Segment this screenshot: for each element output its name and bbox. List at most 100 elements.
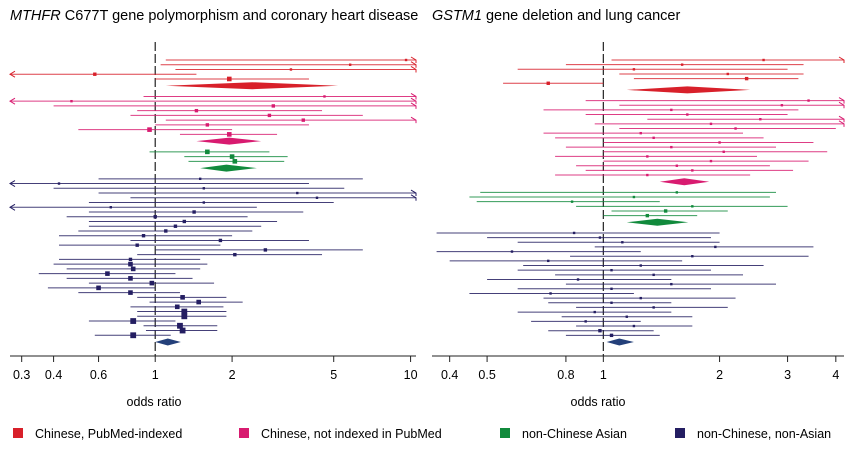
ci-arrow-right (410, 93, 417, 100)
study-point (128, 257, 133, 262)
group-chinese_pubmed (503, 56, 845, 94)
study-point (141, 234, 146, 238)
right-title-gene: GSTM1 (432, 8, 482, 24)
summary-diamond (626, 86, 751, 94)
x-tick-label: 10 (404, 368, 418, 382)
right-panel-title: GSTM1 gene deletion and lung cancer (432, 8, 680, 24)
group-non_chinese_asian (149, 149, 288, 172)
summary-diamond (200, 164, 257, 172)
study-point (296, 191, 299, 195)
study-point (734, 127, 737, 130)
ci-arrow-left (9, 97, 16, 105)
study-point (180, 295, 185, 300)
study-point (147, 127, 152, 132)
study-point (226, 132, 232, 137)
study-point (593, 310, 596, 314)
study-point (652, 306, 655, 309)
study-point (96, 285, 101, 291)
legend-swatch (500, 428, 510, 438)
ci-arrow-right (410, 66, 417, 73)
study-point (714, 245, 717, 249)
study-point (570, 200, 574, 203)
legend-item-chinese_not_pubmed: Chinese, not indexed in PubMed (239, 427, 442, 441)
x-tick-label: 4 (832, 368, 839, 382)
study-point (709, 122, 713, 126)
study-point (57, 182, 61, 185)
study-point (348, 63, 352, 66)
study-point (726, 72, 729, 76)
study-point (598, 328, 602, 333)
summary-diamond (626, 218, 689, 226)
study-point (202, 201, 206, 204)
study-point (205, 123, 210, 127)
study-point (173, 224, 178, 228)
legend-label: non-Chinese Asian (522, 427, 627, 441)
study-point (807, 99, 810, 102)
ci-arrow-right (410, 189, 417, 197)
group-non_chinese_non_asian (436, 231, 814, 346)
ci-arrow-right (410, 116, 417, 124)
x-tick-label: 2 (716, 368, 723, 382)
study-point (546, 81, 550, 85)
group-non_chinese_non_asian (9, 177, 417, 346)
summary-diamond (606, 338, 634, 346)
left-title-rest: C677T gene polymorphism and coronary hea… (61, 8, 419, 24)
left-title-gene: MTHFR (10, 8, 61, 24)
study-point (549, 292, 552, 295)
study-point (164, 229, 168, 233)
study-point (652, 273, 655, 277)
study-point (229, 154, 235, 159)
study-point (722, 150, 725, 153)
study-point (639, 264, 642, 267)
study-point (130, 332, 137, 339)
study-point (646, 155, 649, 158)
study-point (226, 76, 232, 82)
legend-swatch (675, 428, 685, 438)
study-point (323, 95, 326, 98)
study-point (198, 177, 202, 181)
legend-label: Chinese, not indexed in PubMed (261, 427, 442, 441)
study-point (572, 231, 576, 235)
study-point (670, 145, 673, 149)
study-point (598, 236, 602, 239)
ci-arrow-left (9, 180, 16, 187)
study-point (196, 299, 201, 305)
left-x-axis-label: odds ratio (127, 395, 182, 409)
study-point (691, 205, 694, 208)
x-tick-label: 0.6 (90, 368, 107, 382)
right-forest-panel: 0.4 0.5 0.8 1 2 3 4 (432, 42, 845, 382)
legend-swatch (13, 428, 23, 438)
study-point (652, 136, 655, 140)
study-point (609, 333, 614, 338)
study-point (135, 243, 139, 247)
left-forest-panel: 0.3 0.4 0.6 1 2 5 10 (9, 42, 418, 382)
study-point (109, 206, 112, 209)
study-point (670, 282, 673, 286)
left-panel-title: MTHFR C677T gene polymorphism and corona… (10, 8, 418, 24)
x-tick-label: 1 (600, 368, 607, 382)
study-point (271, 104, 275, 108)
study-point (670, 108, 673, 112)
study-point (149, 280, 155, 286)
summary-diamond (196, 137, 262, 145)
summary-diamond (659, 178, 710, 186)
x-tick-label: 0.5 (478, 368, 495, 382)
legend-item-non_chinese_non_asian: non-Chinese, non-Asian (675, 427, 831, 441)
study-point (181, 313, 188, 320)
study-point (646, 173, 649, 177)
legend-label: non-Chinese, non-Asian (697, 427, 831, 441)
legend-item-non_chinese_asian: non-Chinese Asian (500, 427, 627, 441)
study-point (70, 99, 73, 103)
study-point (632, 195, 636, 199)
x-tick-label: 0.4 (45, 368, 62, 382)
study-point (404, 58, 408, 62)
study-point (709, 159, 713, 163)
study-point (153, 215, 157, 219)
study-point (610, 287, 613, 290)
right-x-axis-label: odds ratio (571, 395, 626, 409)
ci-arrow-right (838, 120, 845, 127)
legend-swatch (239, 428, 249, 438)
study-point (762, 58, 765, 62)
study-point (105, 271, 110, 276)
